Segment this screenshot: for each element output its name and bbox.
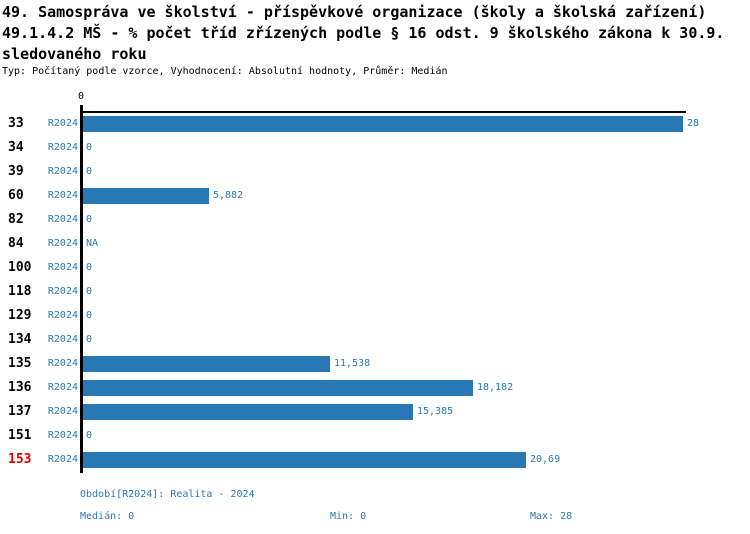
- row-category-label: 60: [8, 188, 24, 203]
- report-title-line2: 49.1.4.2 MŠ - % počet tříd zřízených pod…: [2, 24, 725, 42]
- row-value-label: 18,182: [477, 382, 514, 393]
- chart-row: 118 R2024 0: [0, 280, 750, 304]
- row-series-label: R2024: [47, 214, 78, 225]
- value-bar: [83, 452, 526, 468]
- chart-row: 136 R2024 18,182: [0, 376, 750, 400]
- row-value-label: NA: [86, 238, 99, 249]
- row-series-label: R2024: [47, 454, 78, 465]
- row-value-label: 0: [86, 430, 93, 441]
- chart-row: 33 R2024 28: [0, 112, 750, 136]
- footer-min-label: Min: 0: [330, 511, 367, 522]
- row-category-label: 134: [8, 332, 32, 347]
- row-series-label: R2024: [47, 238, 78, 249]
- chart-row: 137 R2024 15,385: [0, 400, 750, 424]
- row-category-label: 129: [8, 308, 32, 323]
- chart-row: 34 R2024 0: [0, 136, 750, 160]
- row-series-label: R2024: [47, 406, 78, 417]
- row-value-label: 0: [86, 334, 93, 345]
- x-axis-line: [80, 111, 686, 113]
- row-value-label: 0: [86, 142, 93, 153]
- row-category-label: 151: [8, 428, 32, 443]
- chart-row: 100 R2024 0: [0, 256, 750, 280]
- chart-row: 135 R2024 11,538: [0, 352, 750, 376]
- row-value-label: 28: [687, 118, 700, 129]
- value-bar: [83, 188, 209, 204]
- y-axis-line: [80, 105, 83, 473]
- row-series-label: R2024: [47, 286, 78, 297]
- row-category-label: 135: [8, 356, 32, 371]
- footer-max-label: Max: 28: [530, 511, 573, 522]
- row-category-label: 82: [8, 212, 24, 227]
- row-category-label: 137: [8, 404, 32, 419]
- row-category-label: 33: [8, 116, 24, 131]
- row-value-label: 0: [86, 286, 93, 297]
- row-series-label: R2024: [47, 430, 78, 441]
- row-value-label: 15,385: [417, 406, 454, 417]
- chart-row: 82 R2024 0: [0, 208, 750, 232]
- chart-row: 39 R2024 0: [0, 160, 750, 184]
- row-category-label: 136: [8, 380, 32, 395]
- row-category-label: 118: [8, 284, 32, 299]
- value-bar: [83, 404, 413, 420]
- row-value-label: 0: [86, 214, 93, 225]
- value-bar: [83, 356, 330, 372]
- row-category-label: 84: [8, 236, 24, 251]
- value-bar: [83, 380, 473, 396]
- row-value-label: 0: [86, 310, 93, 321]
- row-category-label: 153: [8, 452, 32, 467]
- row-category-label: 34: [8, 140, 24, 155]
- row-series-label: R2024: [47, 166, 78, 177]
- row-value-label: 11,538: [334, 358, 371, 369]
- chart-row: 153 R2024 20,69: [0, 448, 750, 472]
- value-bar: [83, 116, 683, 132]
- report-title-line3: sledovaného roku: [2, 45, 147, 63]
- row-value-label: 20,69: [530, 454, 561, 465]
- bar-chart: 0 33 R2024 28 34 R2024 0 39 R2024 0 60 R2024 5,882 8…: [0, 85, 750, 480]
- chart-row: 129 R2024 0: [0, 304, 750, 328]
- report-meta-line: Typ: Počítaný podle vzorce, Vyhodnocení:…: [2, 66, 448, 77]
- row-series-label: R2024: [47, 118, 78, 129]
- chart-row: 84 R2024 NA: [0, 232, 750, 256]
- row-category-label: 39: [8, 164, 24, 179]
- row-category-label: 100: [8, 260, 32, 275]
- x-axis-tick-label: 0: [77, 91, 85, 102]
- row-series-label: R2024: [47, 382, 78, 393]
- row-series-label: R2024: [47, 190, 78, 201]
- footer-period-label: Období[R2024]: Realita - 2024: [80, 489, 255, 500]
- footer-median-label: Medián: 0: [80, 511, 135, 522]
- chart-row: 151 R2024 0: [0, 424, 750, 448]
- row-series-label: R2024: [47, 358, 78, 369]
- row-value-label: 0: [86, 262, 93, 273]
- row-value-label: 0: [86, 166, 93, 177]
- report-title-line1: 49. Samospráva ve školství - příspěvkové…: [2, 3, 707, 21]
- row-series-label: R2024: [47, 310, 78, 321]
- row-series-label: R2024: [47, 142, 78, 153]
- row-series-label: R2024: [47, 262, 78, 273]
- chart-row: 60 R2024 5,882: [0, 184, 750, 208]
- row-series-label: R2024: [47, 334, 78, 345]
- chart-row: 134 R2024 0: [0, 328, 750, 352]
- row-value-label: 5,882: [213, 190, 244, 201]
